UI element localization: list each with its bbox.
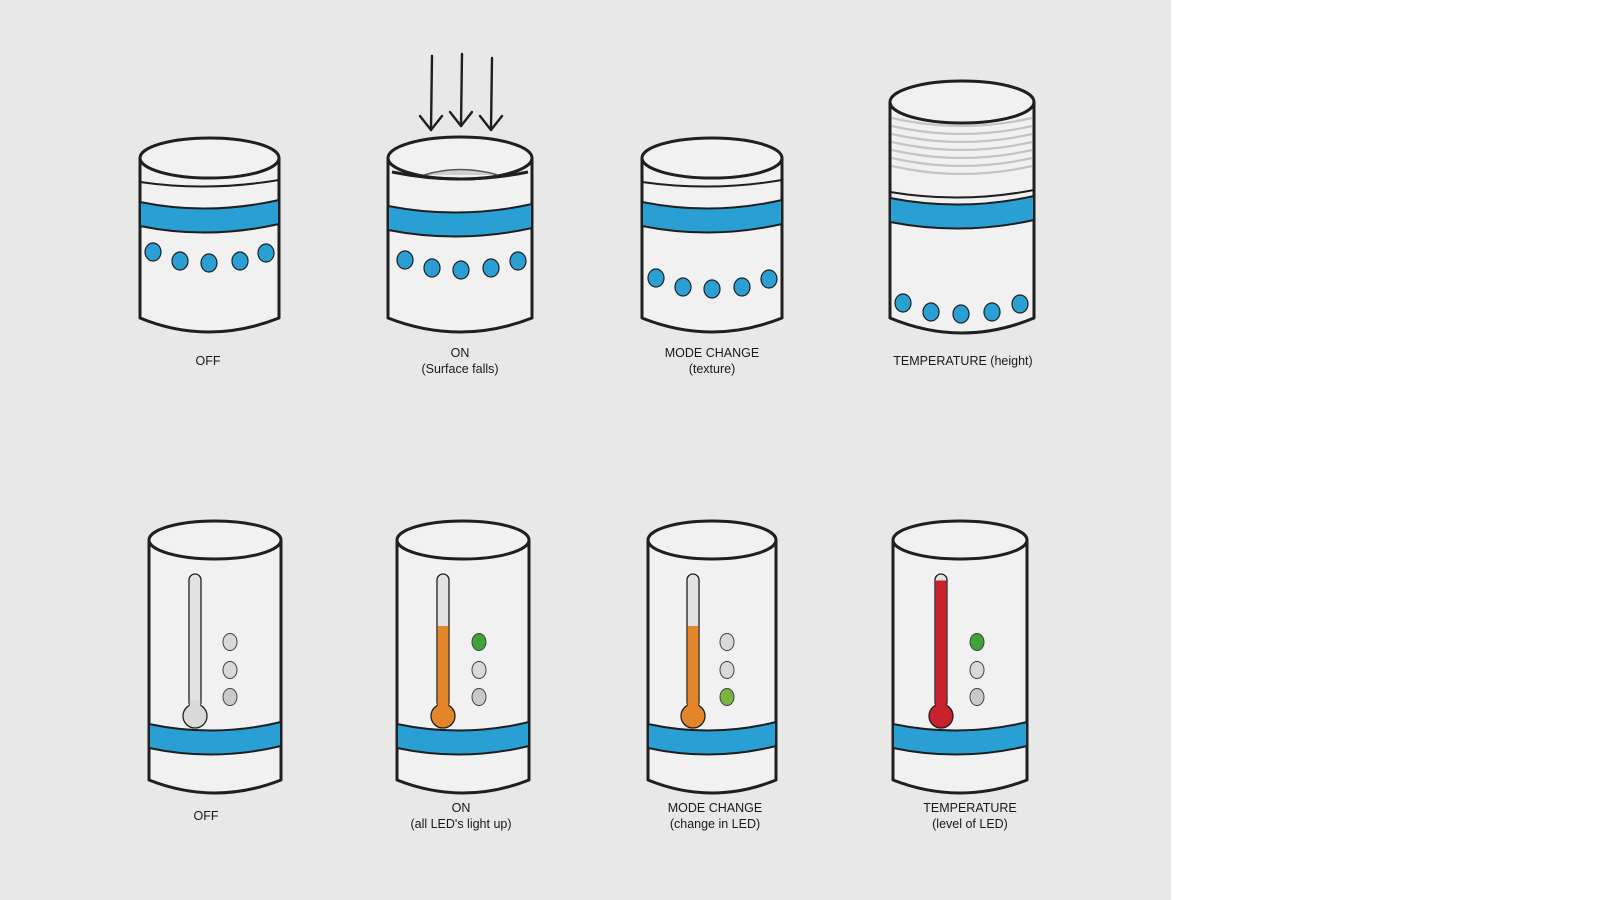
thermometer-device (646, 519, 778, 795)
led-light (719, 661, 735, 679)
led-light (471, 661, 487, 679)
thermometer-icon (430, 573, 456, 729)
led-indicators (969, 633, 985, 706)
down-arrow-icons (418, 52, 504, 132)
caption-title: OFF (195, 354, 221, 368)
thermometer-level (437, 626, 449, 708)
led-light (969, 633, 985, 651)
button-dots (894, 293, 1029, 324)
led-light (222, 661, 238, 679)
device-mode-change-top-row (640, 136, 784, 334)
caption-title: MODE CHANGE (664, 346, 760, 360)
thermometer-icon (680, 573, 706, 729)
caption-subtitle: (texture) (688, 362, 736, 376)
caption-subtitle: (Surface falls) (421, 362, 499, 376)
caption-mode-change-bottom: MODE CHANGE (change in LED) (605, 800, 825, 832)
caption-subtitle: (change in LED) (669, 817, 761, 831)
led-light (969, 688, 985, 706)
thermometer-devices (147, 519, 1029, 795)
led-indicators (222, 633, 238, 706)
texture-ridges (891, 116, 1033, 176)
button-dots (396, 250, 527, 280)
device-on-top-row (386, 52, 534, 334)
led-light (471, 688, 487, 706)
led-light (969, 661, 985, 679)
led-indicators (471, 633, 487, 706)
caption-on-top: ON (Surface falls) (350, 345, 570, 377)
thermometer-device (147, 519, 283, 795)
caption-off-bottom: OFF (96, 808, 316, 824)
thermometer-device (395, 519, 531, 795)
caption-subtitle: (all LED's light up) (410, 817, 512, 831)
button-dots (144, 242, 275, 273)
caption-on-bottom: ON (all LED's light up) (351, 800, 571, 832)
thermometer-icon (928, 573, 954, 729)
caption-title: OFF (193, 809, 219, 823)
caption-mode-change-top: MODE CHANGE (texture) (602, 345, 822, 377)
caption-title: ON (451, 801, 471, 815)
caption-title: ON (450, 346, 470, 360)
device-temperature-top-row (888, 79, 1036, 335)
thermometer-device (891, 519, 1029, 795)
led-indicators (719, 633, 735, 706)
thermometer-icon (182, 573, 208, 729)
led-light (471, 633, 487, 651)
led-light (222, 633, 238, 651)
led-light (719, 688, 735, 706)
caption-title: TEMPERATURE (923, 801, 1017, 815)
caption-title: TEMPERATURE (height) (893, 354, 1033, 368)
device-off-top-row (138, 136, 281, 334)
led-light (719, 633, 735, 651)
thermometer-level (687, 626, 699, 708)
caption-title: MODE CHANGE (667, 801, 763, 815)
caption-subtitle: (level of LED) (932, 817, 1008, 831)
device-illustrations (138, 52, 1036, 795)
led-light (222, 688, 238, 706)
caption-temperature-top: TEMPERATURE (height) (853, 353, 1073, 369)
thermometer-level (935, 580, 947, 708)
button-dots (647, 268, 778, 299)
caption-off-top: OFF (98, 353, 318, 369)
caption-temperature-bottom: TEMPERATURE (level of LED) (860, 800, 1080, 832)
